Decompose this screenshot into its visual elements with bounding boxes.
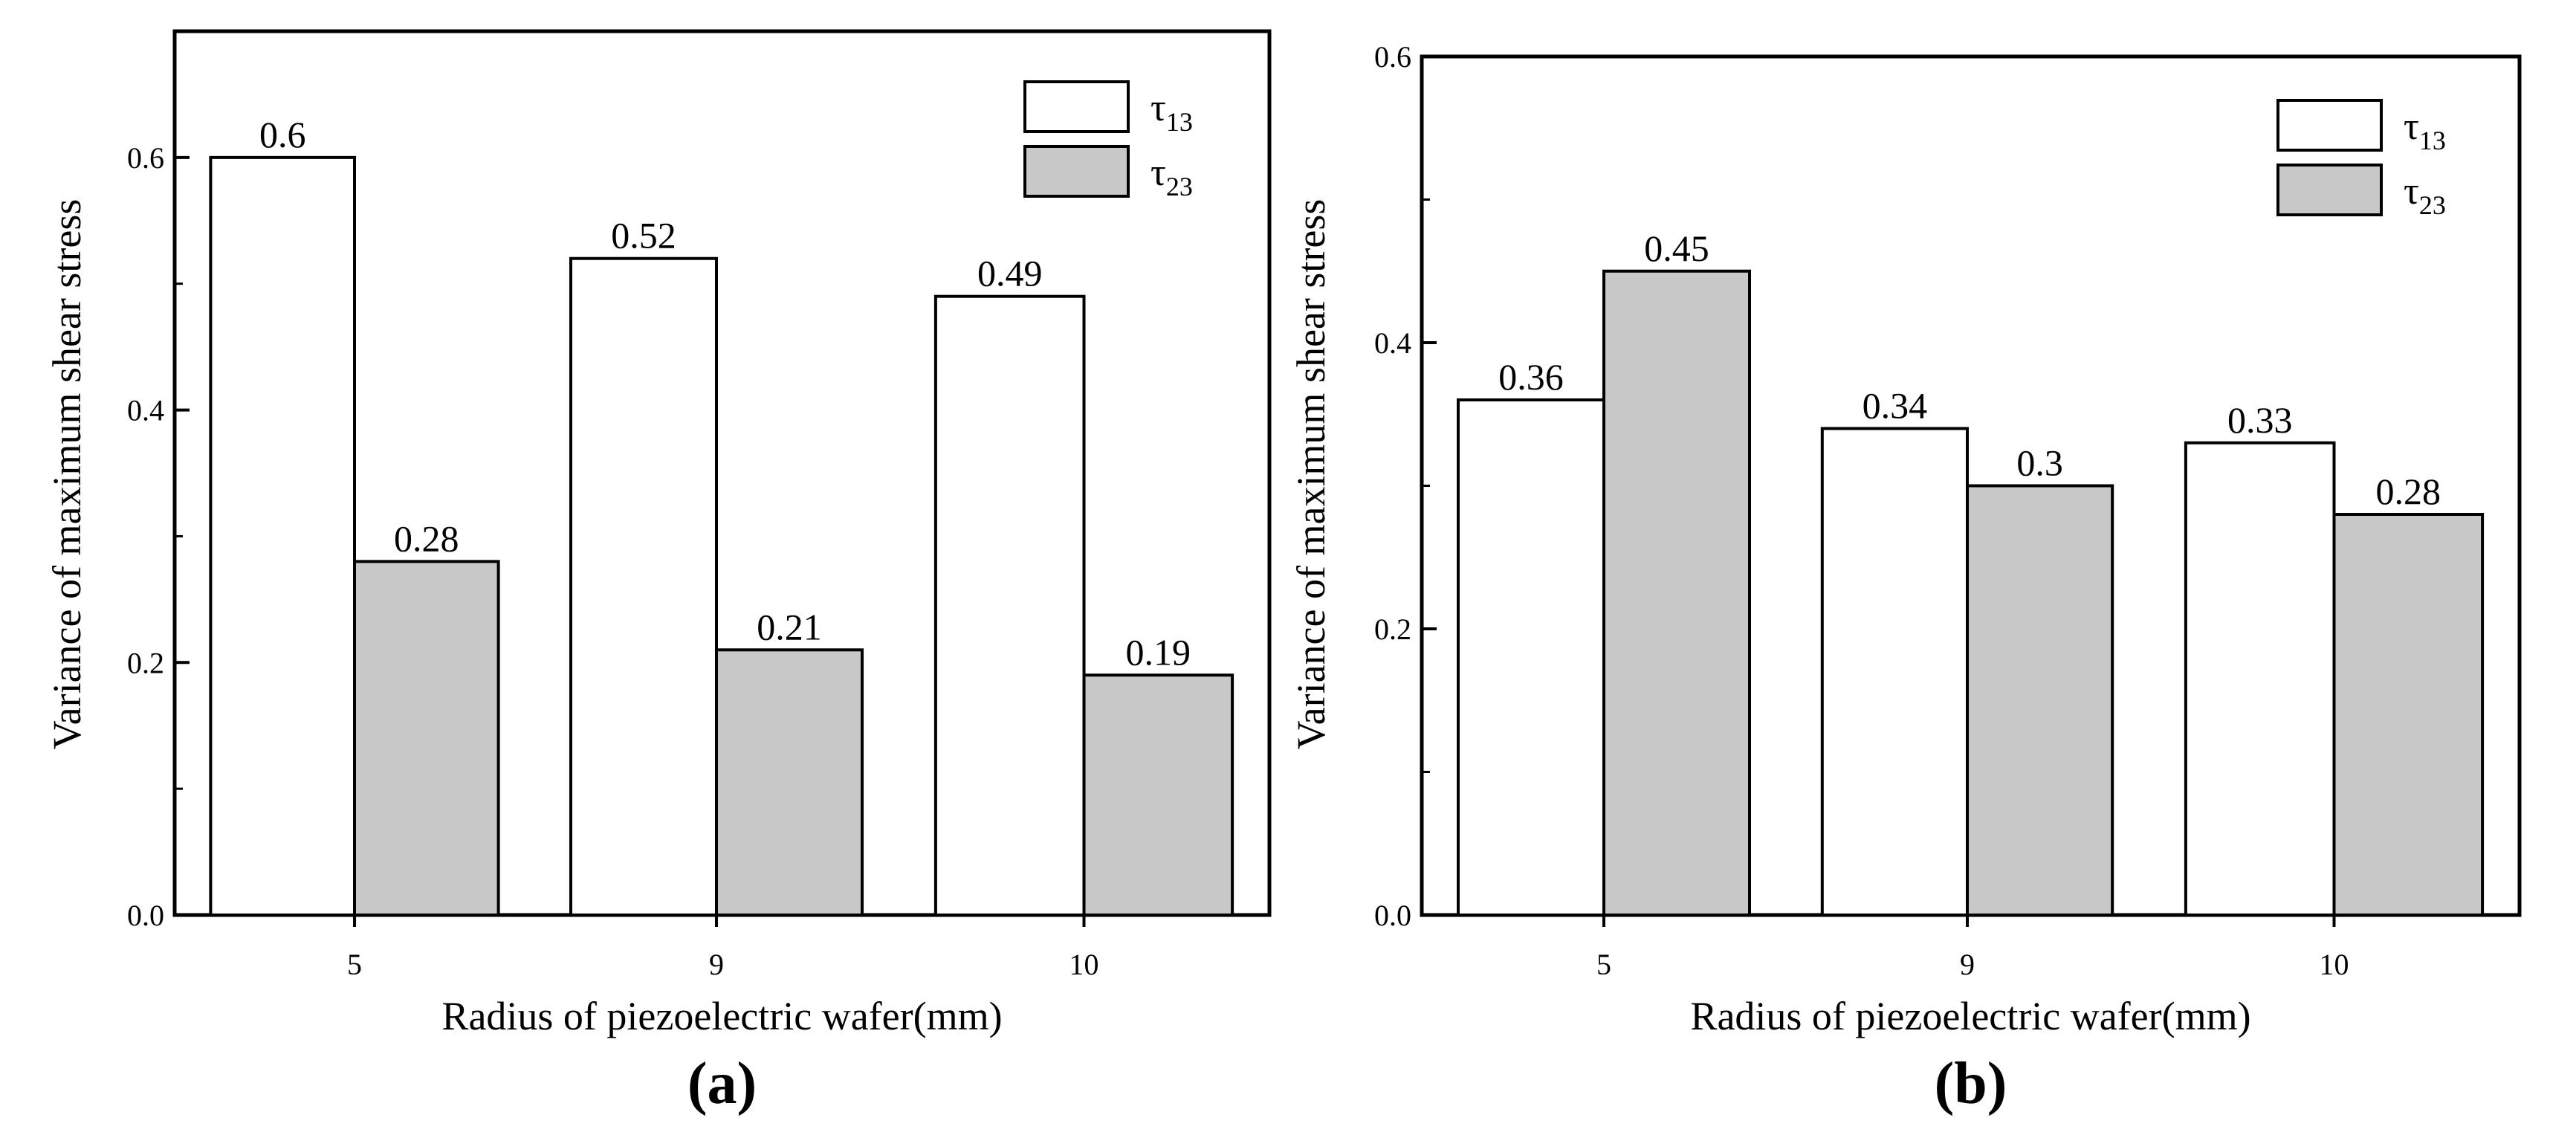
chart-b-bar [1820, 427, 1970, 916]
chart-a-bar-value-label: 0.19 [1126, 631, 1191, 673]
chart-b-ytick-label: 0.4 [1374, 326, 1411, 360]
chart-a-legend-label: τ13 [1151, 87, 1193, 137]
chart-a-bar-value-label: 0.21 [757, 606, 822, 647]
chart-b-xtick-label: 10 [2320, 948, 2349, 981]
chart-a-legend-swatch [1023, 145, 1130, 198]
chart-a-xtick-label: 10 [1069, 948, 1099, 981]
chart-b-bar [1602, 269, 1751, 916]
chart-a-bar [209, 155, 356, 917]
chart-b-bar-value-label: 0.36 [1498, 356, 1564, 398]
chart-a-xtick-label: 5 [347, 948, 362, 981]
chart-b-panel-label: (b) [1935, 1051, 2007, 1116]
chart-b-bar [2332, 513, 2485, 916]
chart-a: 0.0 0.2 0.4 0.6 5 0.6 0.28 9 0.52 0.21 10 0.49 0.19 R… [45, 29, 1272, 1116]
chart-a-ytick-label: 0.0 [127, 899, 164, 932]
chart-b-bar-value-label: 0.45 [1644, 227, 1709, 269]
chart-b: 0.0 0.2 0.4 0.6 5 0.36 0.45 9 0.34 0.3 10 0.33 0.28 R… [1289, 40, 2522, 1116]
chart-b-bar-value-label: 0.28 [2376, 471, 2441, 512]
chart-b-legend-swatch [2276, 164, 2383, 216]
chart-a-ytick-label: 0.6 [127, 141, 164, 175]
chart-b-xtick-label: 5 [1596, 948, 1611, 981]
chart-a-x-axis-title: Radius of piezoelectric wafer(mm) [441, 994, 1002, 1038]
chart-a-bar-value-label: 0.28 [394, 517, 459, 559]
chart-b-ytick-label: 0.2 [1374, 612, 1411, 646]
chart-a-bar [353, 560, 500, 917]
chart-b-ytick-label: 0.0 [1374, 899, 1411, 932]
chart-b-ytick-label: 0.6 [1374, 40, 1411, 74]
chart-b-x-axis-title: Radius of piezoelectric wafer(mm) [1690, 994, 2250, 1038]
chart-a-ytick-label: 0.2 [127, 646, 164, 679]
chart-b-bar [1966, 484, 2114, 916]
chart-b-bar [2184, 441, 2336, 916]
chart-b-legend-label: τ13 [2404, 106, 2446, 155]
chart-a-legend-label: τ23 [1151, 152, 1193, 201]
chart-a-ytick-label: 0.4 [127, 394, 164, 427]
chart-b-bar-value-label: 0.3 [2016, 442, 2063, 484]
chart-a-xtick-label: 9 [709, 948, 724, 981]
chart-b-bar [1457, 398, 1605, 916]
chart-a-bar [1082, 673, 1234, 916]
chart-b-xtick-label: 9 [1960, 948, 1975, 981]
chart-a-bar [933, 294, 1086, 916]
chart-b-bar-value-label: 0.34 [1863, 385, 1928, 427]
chart-a-bar-value-label: 0.52 [611, 215, 676, 256]
chart-a-bar-value-label: 0.49 [977, 253, 1043, 294]
chart-b-legend-label: τ23 [2404, 170, 2446, 220]
chart-b-legend-swatch [2276, 99, 2383, 152]
chart-a-legend-swatch [1023, 80, 1130, 133]
chart-a-panel-label: (a) [687, 1051, 757, 1116]
chart-a-bar [569, 256, 718, 916]
chart-b-y-axis-title: Variance of maximum shear stress [1289, 199, 1333, 750]
chart-b-bar-value-label: 0.33 [2227, 399, 2293, 441]
chart-a-bar-value-label: 0.6 [259, 114, 306, 155]
chart-a-y-axis-title: Variance of maximum shear stress [45, 199, 89, 750]
chart-a-bar [715, 648, 864, 916]
